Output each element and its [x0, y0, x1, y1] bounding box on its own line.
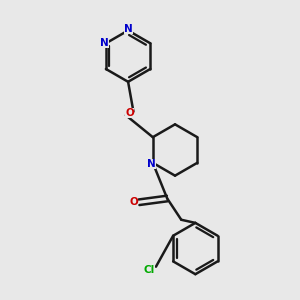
Text: O: O: [125, 108, 134, 118]
Text: N: N: [100, 38, 109, 48]
Text: N: N: [147, 159, 156, 170]
Text: N: N: [124, 24, 133, 34]
Text: Cl: Cl: [143, 265, 155, 275]
Text: O: O: [129, 197, 138, 207]
